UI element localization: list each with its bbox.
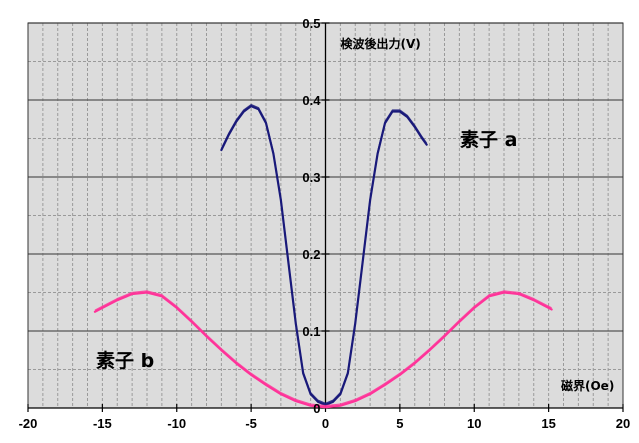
x-axis-label: 磁界(Oe) bbox=[560, 378, 614, 393]
data-point bbox=[250, 105, 252, 107]
data-point bbox=[354, 400, 357, 402]
data-point bbox=[190, 320, 193, 323]
data-point bbox=[376, 153, 379, 155]
data-point bbox=[332, 401, 334, 403]
data-point bbox=[265, 384, 267, 386]
tick-labels: -20 -15 -10 -5 0 5 10 15 20 0 0.1 0.2 0.3 0.4 0.5 bbox=[19, 16, 631, 431]
data-point bbox=[428, 349, 431, 352]
data-point bbox=[361, 260, 364, 263]
series-line-trace bbox=[94, 290, 552, 407]
data-point bbox=[369, 199, 371, 201]
data-point bbox=[228, 133, 230, 136]
data-point bbox=[116, 299, 119, 302]
data-point bbox=[339, 393, 342, 395]
data-point bbox=[257, 108, 260, 111]
data-point bbox=[347, 372, 349, 375]
data-point bbox=[101, 307, 104, 309]
data-point bbox=[317, 401, 319, 403]
data-point bbox=[413, 362, 416, 365]
x-tick-label: 10 bbox=[467, 416, 481, 431]
y-tick-label: 0.2 bbox=[302, 247, 320, 262]
data-point bbox=[294, 400, 297, 402]
data-point bbox=[399, 110, 401, 113]
data-point bbox=[458, 320, 461, 323]
y-tick-label: 0.3 bbox=[302, 170, 320, 185]
y-axis-label: 検波後出力(V) bbox=[341, 36, 421, 51]
data-point bbox=[309, 393, 312, 395]
data-point bbox=[413, 126, 416, 128]
data-point bbox=[250, 374, 252, 376]
series-label-a: 素子 a bbox=[460, 128, 517, 151]
data-point bbox=[473, 307, 476, 309]
data-point bbox=[324, 406, 327, 409]
y-tick-label: 0.4 bbox=[302, 93, 321, 108]
data-point bbox=[550, 308, 553, 311]
data-point bbox=[302, 372, 304, 375]
x-tick-label: 5 bbox=[396, 416, 403, 431]
y-tick-label: 0.1 bbox=[302, 324, 320, 339]
x-tick-label: -20 bbox=[19, 416, 38, 431]
data-point bbox=[354, 322, 357, 325]
data-point bbox=[503, 291, 505, 294]
data-point bbox=[220, 349, 223, 352]
data-point bbox=[161, 295, 163, 298]
data-point bbox=[391, 110, 394, 113]
data-point bbox=[265, 122, 267, 124]
data-point bbox=[532, 299, 535, 302]
x-tick-label: -10 bbox=[167, 416, 186, 431]
data-point bbox=[443, 335, 446, 338]
y-tick-label: 0.5 bbox=[302, 16, 320, 31]
data-point bbox=[287, 260, 290, 263]
data-point bbox=[547, 307, 550, 309]
data-point bbox=[235, 362, 238, 365]
data-point bbox=[94, 310, 96, 313]
data-point bbox=[384, 384, 386, 386]
y-tick-label: 0 bbox=[313, 401, 320, 416]
data-point bbox=[235, 120, 238, 123]
data-point bbox=[384, 122, 386, 124]
data-point bbox=[242, 110, 245, 113]
series-line-trace bbox=[220, 103, 428, 404]
data-point bbox=[309, 404, 312, 407]
data-point bbox=[425, 143, 428, 146]
data-point bbox=[399, 374, 401, 376]
data-point bbox=[175, 307, 178, 309]
data-point bbox=[339, 404, 342, 407]
data-point bbox=[272, 153, 275, 155]
x-tick-label: -15 bbox=[93, 416, 112, 431]
data-point bbox=[421, 137, 423, 140]
series-label-b: 素子 b bbox=[96, 349, 154, 372]
x-tick-label: -5 bbox=[245, 416, 257, 431]
data-point bbox=[294, 322, 297, 325]
data-point bbox=[131, 293, 133, 295]
data-point bbox=[406, 116, 409, 118]
series-a bbox=[220, 103, 428, 407]
series-b bbox=[93, 290, 553, 409]
series-layer bbox=[93, 103, 553, 409]
data-point bbox=[369, 393, 371, 395]
x-tick-label: 20 bbox=[616, 416, 630, 431]
data-point bbox=[220, 149, 223, 151]
data-point bbox=[280, 199, 282, 201]
data-point bbox=[146, 291, 148, 294]
x-tick-label: 15 bbox=[541, 416, 555, 431]
data-point bbox=[280, 393, 282, 395]
data-point bbox=[518, 293, 520, 295]
data-point bbox=[488, 295, 490, 298]
x-tick-label: 0 bbox=[322, 416, 329, 431]
data-point bbox=[205, 335, 208, 338]
